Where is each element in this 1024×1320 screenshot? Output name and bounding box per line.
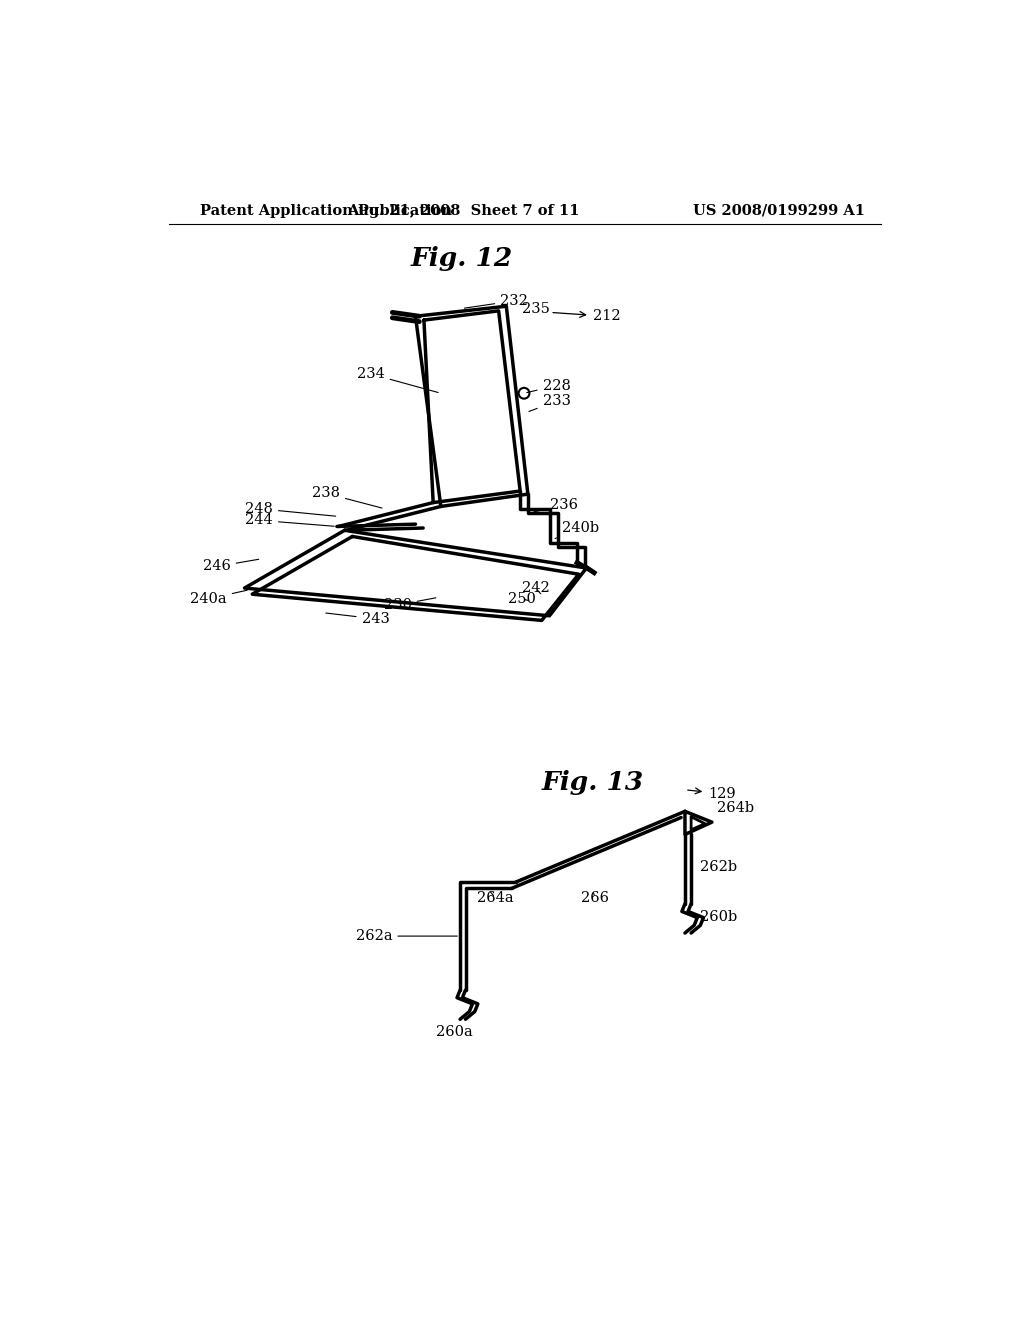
Text: 243: 243 [326,612,389,626]
Text: Patent Application Publication: Patent Application Publication [200,203,452,218]
Text: 228: 228 [526,379,570,392]
Text: 234: 234 [356,367,438,392]
Text: 233: 233 [529,393,570,412]
Text: 262a: 262a [355,929,458,942]
Text: 260b: 260b [700,909,737,924]
Text: 240a: 240a [190,590,247,606]
Text: 260a: 260a [435,1026,472,1039]
Text: Fig. 13: Fig. 13 [542,770,644,795]
Text: 250: 250 [508,591,536,606]
Text: 244: 244 [246,513,334,527]
Text: Fig. 12: Fig. 12 [411,246,513,271]
Text: 264a: 264a [477,891,514,904]
Text: 238: 238 [312,486,382,508]
Text: 230: 230 [384,598,436,612]
Text: 240b: 240b [555,521,599,539]
Text: 266: 266 [581,891,609,904]
Text: US 2008/0199299 A1: US 2008/0199299 A1 [692,203,864,218]
Text: 242: 242 [521,581,550,595]
Text: 264b: 264b [717,800,755,814]
Text: 235: 235 [521,301,550,315]
Text: 212: 212 [553,309,621,323]
Text: 246: 246 [203,560,259,573]
Text: 236: 236 [534,498,579,512]
Text: 129: 129 [688,787,735,801]
Text: Aug. 21, 2008  Sheet 7 of 11: Aug. 21, 2008 Sheet 7 of 11 [347,203,580,218]
Polygon shape [245,531,587,615]
Text: 248: 248 [245,502,336,516]
Text: 262b: 262b [700,859,737,874]
Polygon shape [416,306,528,507]
Text: 232: 232 [465,294,528,308]
